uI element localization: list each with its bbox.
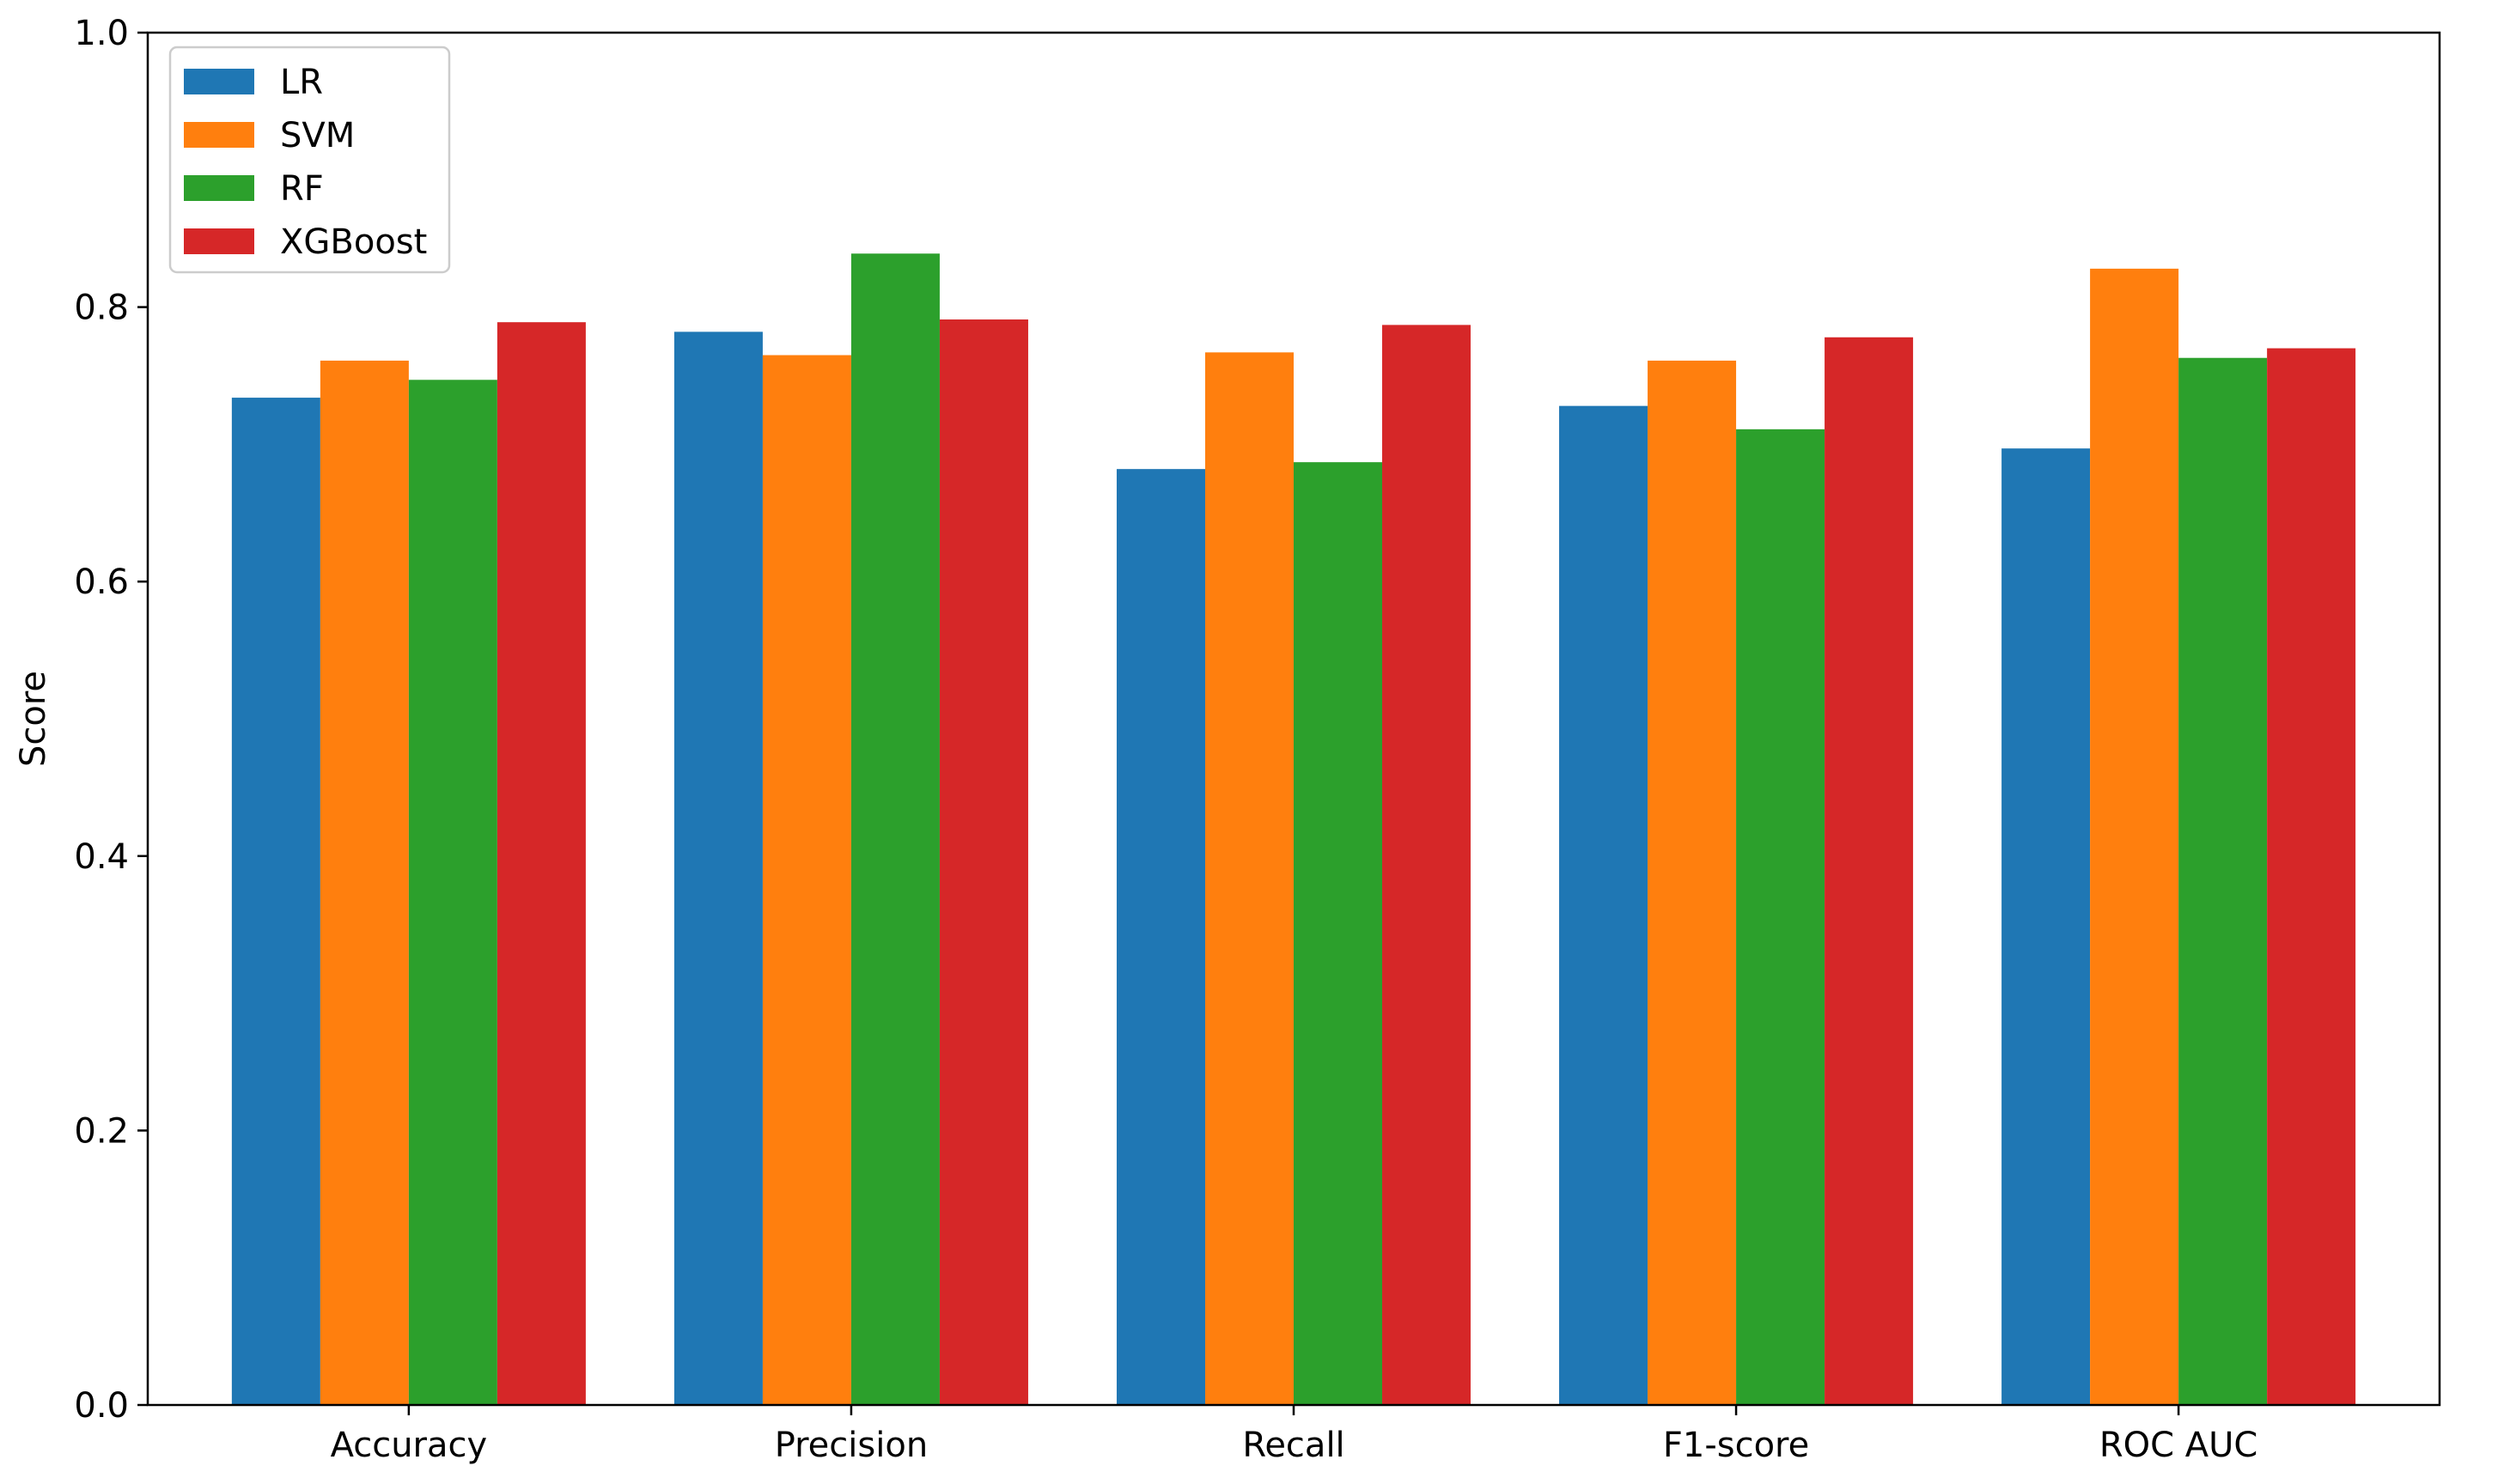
bar-lr-precision	[673, 331, 763, 1405]
bar-xgboost-precision	[939, 319, 1028, 1406]
x-tick-label: Precision	[775, 1426, 928, 1465]
x-axis-ticks: Accuracy Precision Recall F1-score ROC AUC	[331, 1405, 2258, 1465]
x-tick-label: Recall	[1242, 1426, 1344, 1465]
legend-label-svm: SVM	[280, 116, 355, 155]
legend-label-rf: RF	[280, 169, 324, 209]
y-axis-ticks: 0.0 0.2 0.4 0.6 0.8 1.0	[74, 14, 148, 1426]
bar-rf-accuracy	[408, 380, 497, 1405]
bar-lr-f1-score	[1559, 405, 1648, 1405]
legend-label-lr: LR	[280, 63, 323, 102]
bar-rf-f1-score	[1736, 429, 1825, 1405]
bar-lr-roc-auc	[2001, 448, 2091, 1406]
legend-label-xgboost: XGBoost	[280, 222, 427, 262]
bar-xgboost-accuracy	[497, 322, 586, 1406]
legend: LR SVM RF XGBoost	[168, 46, 451, 274]
y-tick-label: 0.2	[74, 1111, 129, 1151]
legend-box	[168, 46, 451, 274]
bar-xgboost-roc-auc	[2267, 348, 2356, 1405]
bar-rf-precision	[850, 253, 940, 1405]
bar-svm-recall	[1204, 352, 1294, 1406]
bar-lr-accuracy	[231, 398, 320, 1405]
bar-rf-recall	[1294, 462, 1383, 1406]
y-tick-label: 0.8	[74, 289, 129, 328]
legend-swatch-lr	[184, 69, 254, 94]
x-tick-label: ROC AUC	[2099, 1426, 2258, 1465]
bar-lr-recall	[1116, 469, 1205, 1406]
x-tick-label: Accuracy	[331, 1426, 488, 1465]
bar-xgboost-f1-score	[1825, 337, 1914, 1405]
y-tick-label: 1.0	[74, 14, 129, 53]
y-axis-label: Score	[14, 671, 53, 767]
legend-swatch-rf	[184, 175, 254, 201]
legend-swatch-xgboost	[184, 228, 254, 254]
legend-swatch-svm	[184, 122, 254, 148]
bar-svm-accuracy	[320, 360, 409, 1405]
y-tick-label: 0.4	[74, 837, 129, 877]
bars-group	[231, 253, 2356, 1406]
bar-svm-f1-score	[1648, 360, 1737, 1405]
x-tick-label: F1-score	[1663, 1426, 1809, 1465]
y-tick-label: 0.0	[74, 1386, 129, 1426]
bar-svm-roc-auc	[2090, 268, 2179, 1405]
y-tick-label: 0.6	[74, 563, 129, 602]
bar-svm-precision	[762, 355, 851, 1405]
bar-xgboost-recall	[1382, 325, 1471, 1405]
bar-rf-roc-auc	[2178, 357, 2268, 1406]
